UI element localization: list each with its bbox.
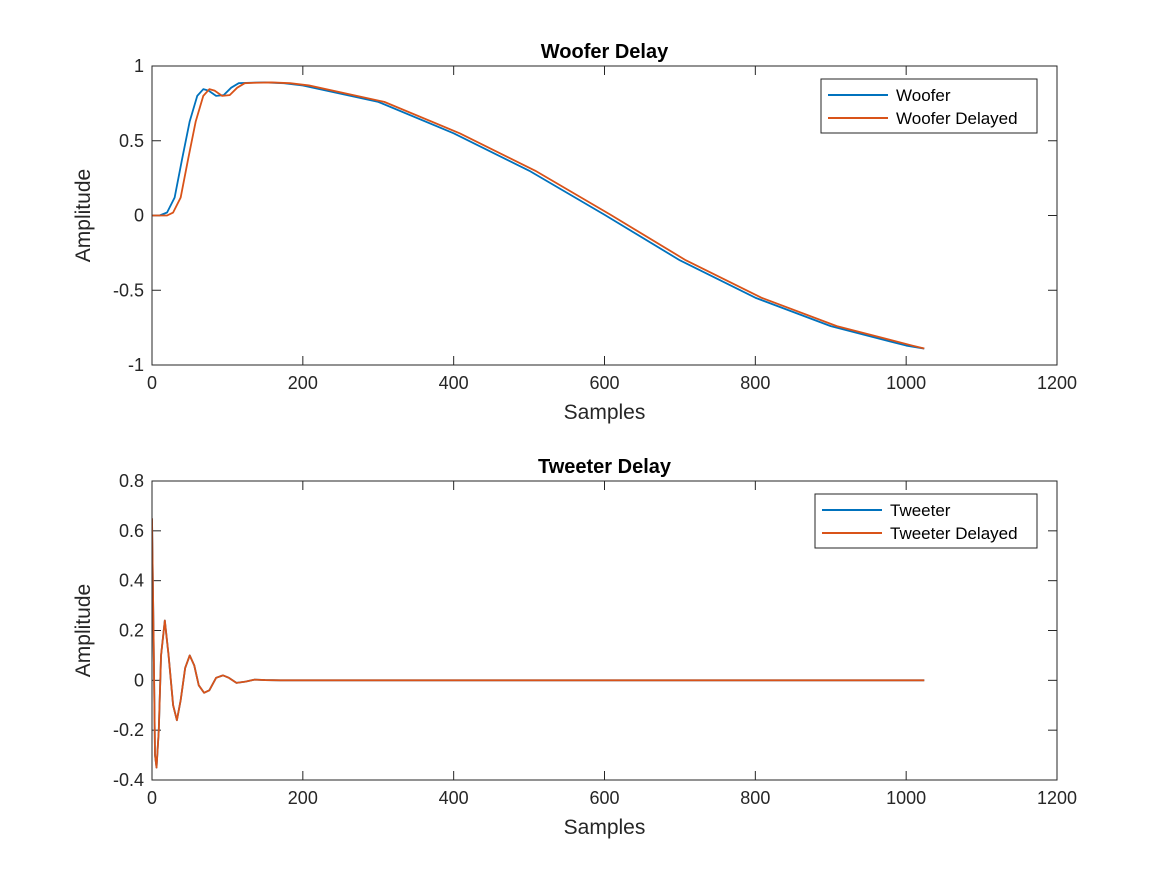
legend-label-tweeter-delayed: Tweeter Delayed	[890, 524, 1018, 543]
legend: Tweeter Tweeter Delayed	[814, 493, 1038, 549]
x-tick-label: 1200	[1037, 788, 1077, 808]
chart-title: Woofer Delay	[541, 41, 669, 63]
x-tick-label: 1200	[1037, 373, 1077, 393]
axes-box	[151, 65, 1058, 366]
x-tick-label: 600	[589, 788, 619, 808]
woofer-delay-axes: 0 200 400 600 800 1000 1200 -1 -0.5 0 0.5 1 Woofer D…	[72, 41, 1077, 424]
tweeter-delay-axes: 0 200 400 600 800 1000 1200 -0.4 -0.2 0 0.2 0.4 0.6 0…	[72, 456, 1077, 839]
x-tick-label: 1000	[886, 788, 926, 808]
x-tick-label: 800	[740, 373, 770, 393]
x-tick-label: 1000	[886, 373, 926, 393]
x-tick-label: 0	[147, 373, 157, 393]
y-tick-label: -0.2	[113, 720, 144, 740]
legend-box	[820, 78, 1038, 134]
legend: Woofer Woofer Delayed	[820, 78, 1038, 134]
x-axis-label: Samples	[564, 401, 646, 424]
legend-box	[814, 493, 1038, 549]
y-axis-label: Amplitude	[72, 169, 95, 262]
y-tick-label: 0	[134, 670, 144, 690]
y-tick-label: 0	[134, 206, 144, 226]
series-line-tweeter-delayed	[152, 518, 925, 769]
legend-label-woofer-delayed: Woofer Delayed	[896, 109, 1018, 128]
y-tick-label: 0.2	[119, 621, 144, 641]
legend-label-tweeter: Tweeter	[890, 501, 951, 520]
x-tick-label: 0	[147, 788, 157, 808]
y-tick-label: 0.6	[119, 521, 144, 541]
y-tick-label: -0.4	[113, 770, 144, 790]
y-axis-label: Amplitude	[72, 584, 95, 677]
axes-box	[151, 480, 1058, 781]
x-tick-label: 400	[439, 788, 469, 808]
x-tick-label: 800	[740, 788, 770, 808]
y-tick-label: 0.4	[119, 571, 144, 591]
x-tick-label: 200	[288, 373, 318, 393]
x-tick-label: 600	[589, 373, 619, 393]
x-axis-label: Samples	[564, 816, 646, 839]
chart-title: Tweeter Delay	[538, 456, 672, 478]
legend-label-woofer: Woofer	[896, 86, 951, 105]
x-tick-label: 200	[288, 788, 318, 808]
y-tick-label: -1	[128, 355, 144, 375]
y-tick-label: 0.5	[119, 131, 144, 151]
y-tick-label: 1	[134, 56, 144, 76]
x-tick-label: 400	[439, 373, 469, 393]
series-line-woofer-delayed	[152, 81, 925, 350]
y-tick-label: 0.8	[119, 471, 144, 491]
y-tick-label: -0.5	[113, 280, 144, 300]
